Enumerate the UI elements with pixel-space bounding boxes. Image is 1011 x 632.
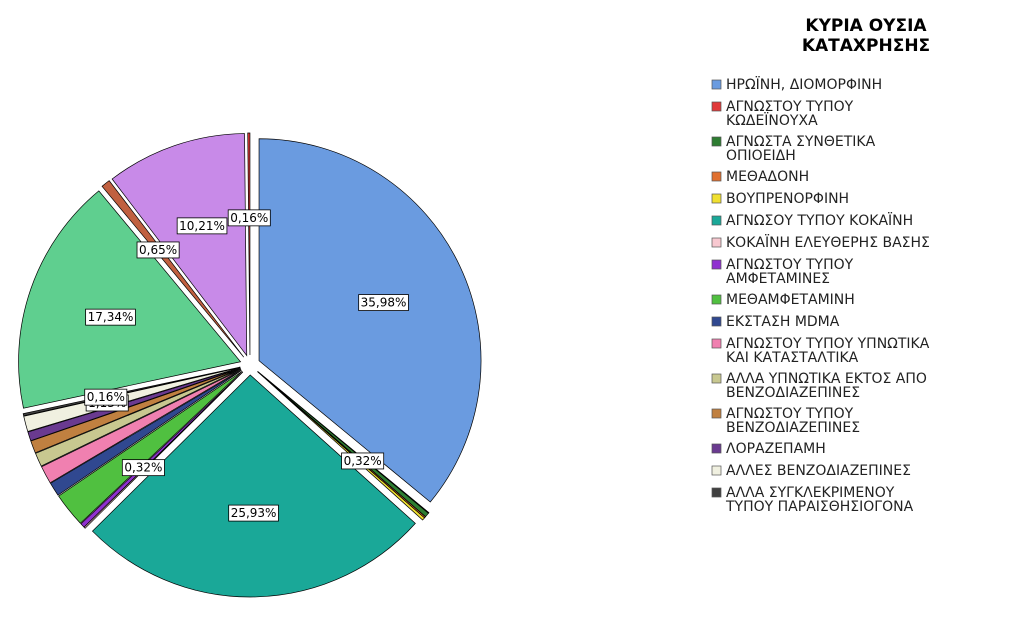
- data-label-box: [341, 452, 385, 470]
- legend-label: ΑΓΝΩΣΤΑ ΣΥΝΘΕΤΙΚΑ ΟΠΙΟΕΙΔΗ: [726, 134, 876, 164]
- pie-slice: [35, 368, 242, 467]
- legend-label: ΑΛΛΑ ΥΠΝΩΤΙΚΑ ΕΚΤΟΣ ΑΠΟ ΒΕΝΖΟΔΙΑΖΕΠΙΝΕΣ: [726, 371, 927, 401]
- data-label-text: 0,16%: [87, 390, 125, 404]
- legend-swatch: [711, 237, 722, 248]
- legend-label: ΑΓΝΩΣΤΟΥ ΤΥΠΟΥ ΚΩΔΕΪΝΟΥΧΑ: [726, 99, 854, 129]
- pie-slice: [27, 367, 241, 442]
- data-label: 0,16%: [227, 209, 271, 227]
- pie-slice: [258, 138, 482, 503]
- data-label-box: [136, 241, 180, 259]
- pie-slice: [257, 371, 425, 521]
- data-label: 0,16%: [84, 388, 128, 406]
- pie-slice: [101, 180, 245, 358]
- data-label-box: [176, 217, 228, 235]
- legend-label: ΛΟΡΑΖΕΠΑΜΗ: [726, 441, 826, 457]
- data-label: 17,34%: [85, 308, 136, 326]
- legend-swatch: [711, 316, 722, 327]
- data-label-box: [85, 308, 136, 326]
- data-label-text: 0,32%: [344, 454, 382, 468]
- data-label-text: 0,16%: [230, 211, 268, 225]
- legend-swatch: [711, 215, 722, 226]
- legend-swatch: [711, 443, 722, 454]
- legend-label: ΕΚΣΤΑΣΗ MDMA: [726, 314, 840, 330]
- legend-swatch: [711, 259, 722, 270]
- data-label-box: [84, 388, 128, 406]
- data-label: 0,65%: [136, 241, 180, 259]
- data-label-text: 25,93%: [231, 506, 277, 520]
- data-label-box: [228, 504, 279, 522]
- legend-swatch: [711, 101, 722, 112]
- legend-label: ΑΓΝΩΣΤΟΥ ΤΥΠΟΥ ΥΠΝΩΤΙΚΑ ΚΑΙ ΚΑΤΑΣΤΑΛΤΙΚΑ: [726, 336, 930, 366]
- legend-label: ΑΓΝΩΣΤΟΥ ΤΥΠΟΥ ΑΜΦΕΤΑΜΙΝΕΣ: [726, 257, 854, 287]
- data-label: 25,93%: [228, 504, 279, 522]
- legend-swatch: [711, 136, 722, 147]
- data-label-text: 0,32%: [124, 461, 162, 475]
- legend-swatch: [711, 193, 722, 204]
- legend-label: ΑΛΛΕΣ ΒΕΝΖΟΔΙΑΖΕΠΙΝΕΣ: [726, 463, 911, 479]
- pie-slice: [18, 190, 242, 409]
- pie-slice: [41, 369, 242, 484]
- data-label: 35,98%: [358, 294, 409, 311]
- data-label-text: 35,98%: [361, 296, 407, 310]
- legend-swatch: [711, 171, 722, 182]
- pie-slice: [247, 132, 251, 356]
- data-label-text: 0,65%: [139, 243, 177, 257]
- data-label: 10,21%: [176, 217, 228, 235]
- data-label-box: [227, 209, 271, 227]
- legend-label: ΑΓΝΩΣΤΟΥ ΤΥΠΟΥ ΒΕΝΖΟΔΙΑΖΕΠΙΝΕΣ: [726, 406, 860, 436]
- legend-label: ΑΓΝΩΣΟΥ ΤΥΠΟΥ ΚΟΚΑΪΝΗ: [726, 211, 913, 229]
- legend-label: ΑΛΛΑ ΣΥΓΚΛΕΚΡΙΜΕΝΟΥ ΤΥΠΟΥ ΠΑΡΑΙΣΘΗΣΙΟΓΟΝΑ: [725, 485, 914, 515]
- data-label: 0,32%: [121, 459, 165, 477]
- data-label-box: [358, 294, 409, 311]
- data-label-text: 17,34%: [88, 310, 134, 324]
- legend-swatch: [711, 373, 722, 384]
- pie-slice: [30, 368, 241, 454]
- legend-label: ΚΟΚΑΪΝΗ ΕΛΕΥΘΕΡΗΣ ΒΑΣΗΣ: [726, 233, 930, 251]
- data-label: 0,32%: [341, 452, 385, 470]
- pie-slice: [23, 367, 241, 432]
- legend-swatch: [711, 465, 722, 476]
- legend-label: ΒΟΥΠΡΕΝΟΡΦΙΝΗ: [726, 191, 849, 207]
- pie-slice: [91, 374, 416, 598]
- legend-swatch: [711, 487, 722, 498]
- pie-slice: [22, 366, 241, 417]
- legend-title: ΚΥΡΙΑ ΟΥΣΙΑ ΚΑΤΑΧΡΗΣΗΣ: [802, 16, 930, 56]
- data-label-text: 10,21%: [179, 219, 225, 233]
- legend-swatch: [711, 79, 722, 90]
- pie-slice: [49, 370, 242, 496]
- legend-swatch: [711, 294, 722, 305]
- legend-label: ΜΕΘΑΜΦΕΤΑΜΙΝΗ: [726, 292, 855, 308]
- legend-swatch: [711, 408, 722, 419]
- legend-label: ΜΕΘΑΔΟΝΗ: [726, 169, 809, 185]
- pie-slice: [80, 371, 244, 528]
- pie-slice: [58, 370, 243, 524]
- legend-swatch: [711, 338, 722, 349]
- data-label-box: [121, 459, 165, 477]
- legend-label: ΗΡΩΪΝΗ, ΔΙΟΜΟΡΦΙΝΗ: [726, 75, 882, 93]
